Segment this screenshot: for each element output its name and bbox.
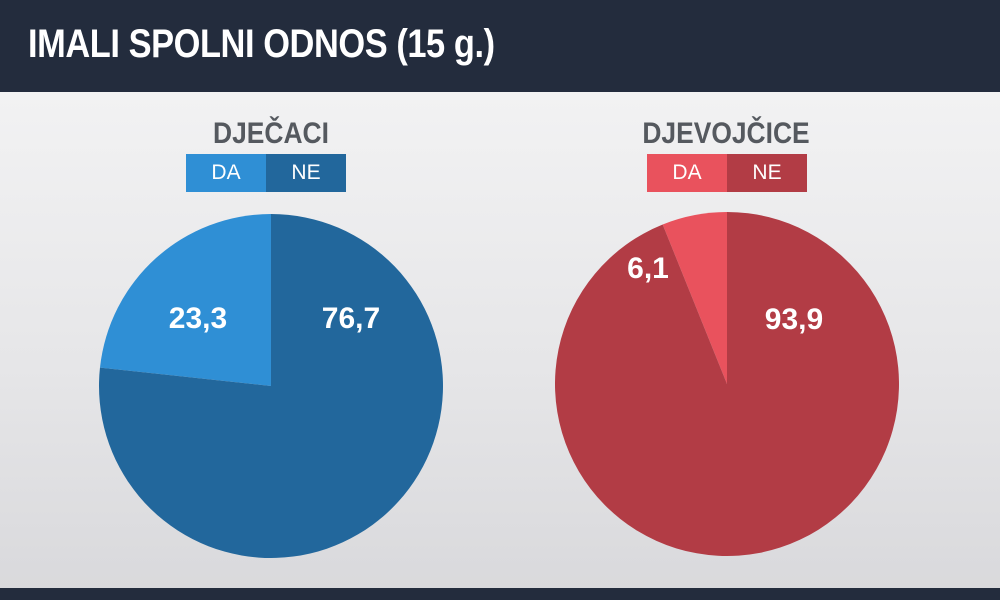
boys-slice-label-ne: 76,7 xyxy=(322,302,380,335)
header-bar: IMALI SPOLNI ODNOS (15 g.) xyxy=(0,0,1000,92)
boys-pie-slice-ne xyxy=(98,214,443,558)
boys-pie-slice-da xyxy=(99,214,272,386)
girls-pie-slice-ne xyxy=(554,212,899,556)
girls-legend-da: DA xyxy=(647,154,727,192)
boys-slice-label-da: 23,3 xyxy=(169,302,227,335)
boys-legend-da: DA xyxy=(186,154,266,192)
boys-chart-title: DJEČACI xyxy=(213,117,329,150)
girls-legend-ne: NE xyxy=(727,154,807,192)
girls-slice-label-da: 6,1 xyxy=(627,252,669,285)
girls-legend: DA NE xyxy=(647,154,807,192)
girls-slice-label-ne: 93,9 xyxy=(765,303,823,336)
page-title: IMALI SPOLNI ODNOS (15 g.) xyxy=(28,22,495,66)
girls-chart-title: DJEVOJČICE xyxy=(642,117,810,150)
footer-bar xyxy=(0,588,1000,600)
boys-legend: DA NE xyxy=(186,154,346,192)
boys-legend-ne: NE xyxy=(266,154,346,192)
girls-pie-slice-da xyxy=(662,212,727,384)
